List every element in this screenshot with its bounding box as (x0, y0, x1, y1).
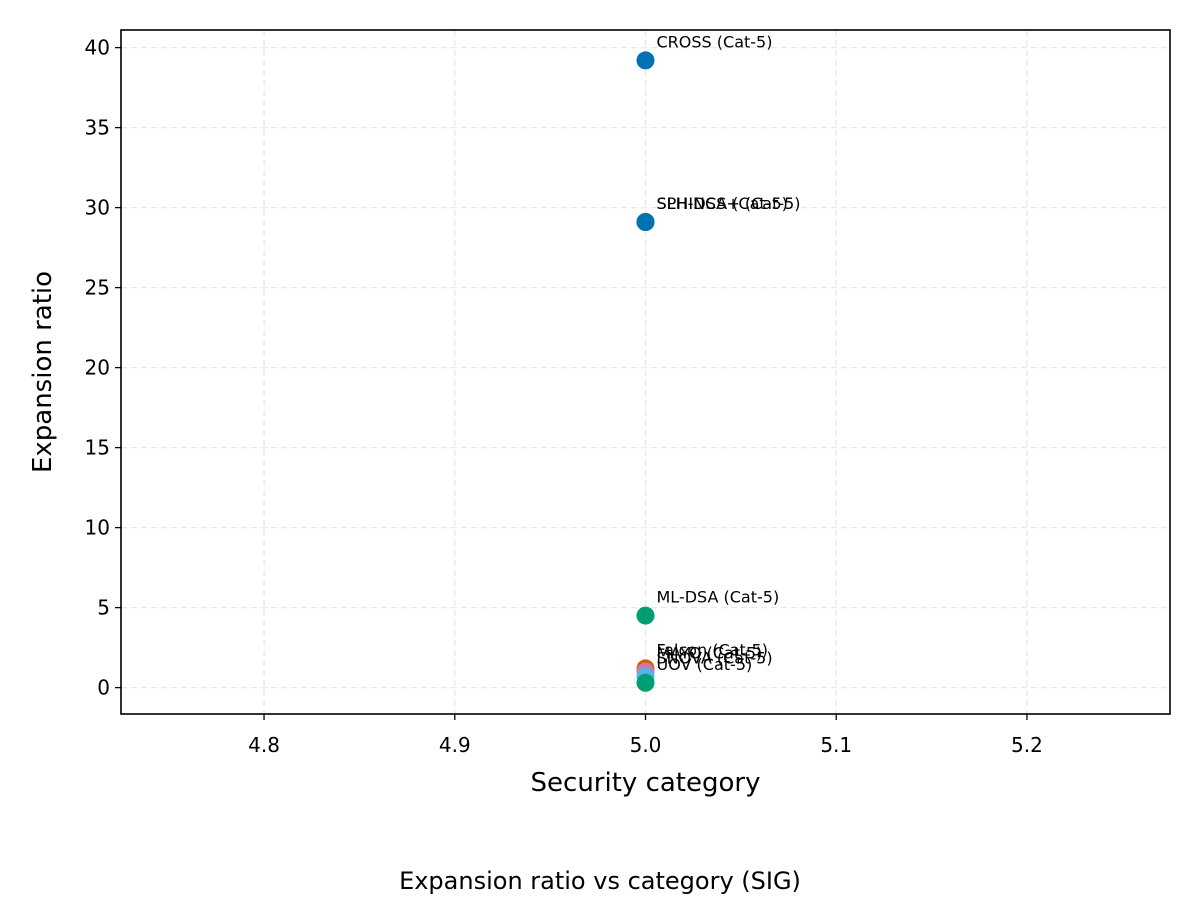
y-tick-label: 20 (85, 356, 110, 380)
data-point (637, 674, 655, 692)
y-tick-label: 0 (97, 676, 110, 700)
data-labels: CROSS (Cat-5)SPHINCS+ (Cat-5)SLH-DSA (Ca… (657, 32, 801, 673)
data-point-label: ML-DSA (Cat-5) (657, 588, 780, 607)
x-tick-label: 5.1 (820, 733, 852, 757)
y-tick-label: 30 (85, 196, 110, 220)
data-point (637, 51, 655, 69)
tick-layer: 4.8 4.9 5.0 5.1 5.2 0 5 10 15 20 25 30 35 40 (85, 36, 1043, 757)
x-axis-label: Security category (531, 768, 761, 798)
x-tick-label: 5.0 (630, 733, 662, 757)
data-point (637, 607, 655, 625)
data-point (637, 213, 655, 231)
x-tick-label: 4.8 (248, 733, 280, 757)
data-point-label: CROSS (Cat-5) (657, 32, 773, 51)
y-tick-label: 40 (85, 36, 110, 60)
x-tick-label: 4.9 (439, 733, 471, 757)
data-point-label: UOV (Cat-5) (657, 655, 753, 674)
x-tick-label: 5.2 (1011, 733, 1043, 757)
y-tick-label: 35 (85, 116, 110, 140)
data-point-label: SLH-DSA (Cat-5) (657, 194, 788, 213)
y-tick-label: 5 (97, 596, 110, 620)
chart-caption: Expansion ratio vs category (SIG) (399, 867, 801, 895)
y-tick-label: 10 (85, 516, 110, 540)
y-tick-label: 15 (85, 436, 110, 460)
y-tick-label: 25 (85, 276, 110, 300)
y-axis-label: Expansion ratio (28, 271, 58, 473)
